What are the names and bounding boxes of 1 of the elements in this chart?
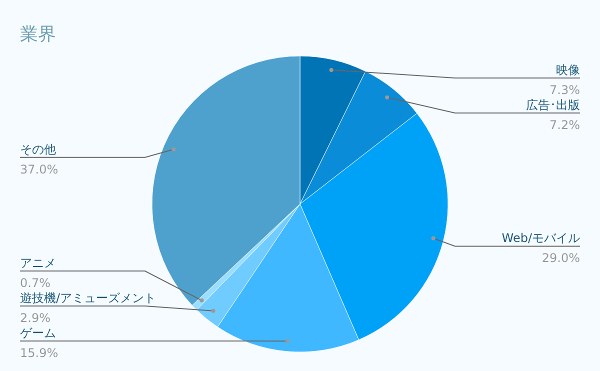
title: 業界 xyxy=(20,24,56,45)
